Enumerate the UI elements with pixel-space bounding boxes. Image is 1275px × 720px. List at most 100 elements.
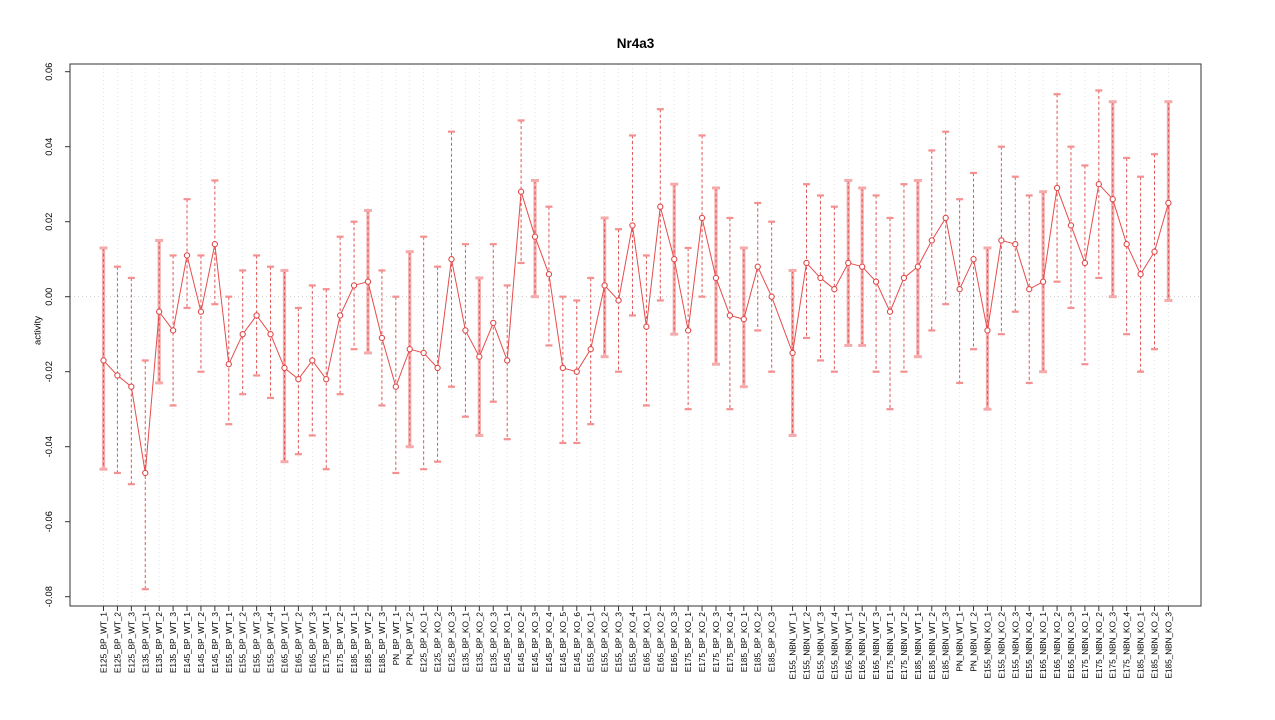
data-point (156, 308, 163, 315)
data-point (684, 327, 692, 334)
x-tick-label: E165_BP_KO_1 (642, 612, 651, 673)
y-tick-label: -0.04 (44, 436, 54, 457)
data-point (859, 263, 866, 270)
x-tick-label: E135_BP_KO_1 (461, 612, 470, 673)
plot-border (69, 63, 1202, 607)
data-point (984, 327, 991, 334)
data-point (886, 308, 894, 315)
data-point (817, 274, 824, 282)
x-tick-label: E145_BP_KO_4 (545, 612, 554, 673)
x-tick-label: E145_BP_WT_3 (211, 612, 220, 673)
x-tick-label: E175_BP_KO_4 (726, 612, 735, 673)
data-point (768, 293, 775, 300)
x-tick-label: E155_BP_KO_1 (587, 612, 596, 673)
data-point (1137, 271, 1144, 278)
x-tick-label: E185_BP_WT_2 (364, 612, 373, 673)
data-point (601, 282, 608, 289)
x-tick-label: E165_BP_WT_2 (294, 612, 303, 673)
x-tick-label: E125_BP_WT_1 (100, 612, 109, 673)
x-tick-label: E155_BP_KO_4 (628, 612, 637, 673)
x-tick-label: E185_NBN_WT_1 (914, 612, 923, 680)
x-tick-label: E185_NBN_KO_1 (1137, 612, 1146, 679)
data-point (169, 327, 177, 334)
x-tick-label: E125_BP_KO_2 (434, 612, 443, 673)
y-tick-label: -0.08 (44, 586, 54, 607)
x-tick-label: PN_BP_WT_2 (406, 612, 415, 666)
data-point (942, 214, 949, 222)
x-tick-label: E135_BP_WT_2 (155, 612, 164, 673)
x-tick-label: E135_BP_WT_1 (141, 612, 150, 673)
x-tick-label: PN_NBN_WT_1 (956, 612, 965, 672)
data-point (1151, 248, 1158, 255)
data-point (671, 256, 678, 263)
data-point (253, 312, 260, 319)
x-tick-label: PN_NBN_WT_2 (970, 612, 979, 672)
x-tick-label: E175_NBN_WT_2 (900, 612, 909, 680)
x-tick-label: E175_NBN_KO_3 (1109, 612, 1118, 679)
data-point (197, 308, 205, 315)
data-point (128, 383, 135, 390)
x-tick-label: E185_NBN_KO_2 (1151, 612, 1160, 679)
x-tick-label: E145_BP_WT_2 (197, 612, 206, 673)
data-point (629, 222, 636, 229)
x-tick-label: E155_BP_WT_1 (225, 612, 234, 673)
data-point (1109, 196, 1116, 203)
x-tick-label: E175_NBN_KO_1 (1081, 612, 1090, 679)
data-point (448, 256, 455, 263)
data-point (211, 241, 219, 248)
data-point (726, 312, 734, 319)
x-tick-label: E175_BP_KO_1 (684, 612, 693, 673)
data-point (587, 346, 594, 353)
x-tick-label: E135_BP_WT_3 (169, 612, 178, 673)
x-tick-label: E155_NBN_KO_1 (983, 612, 992, 679)
y-tick-label: 0.00 (44, 288, 54, 306)
data-point (970, 256, 977, 263)
data-point (490, 319, 497, 327)
data-point (928, 237, 935, 244)
x-tick-label: E145_BP_KO_5 (559, 612, 568, 673)
x-tick-label: E165_NBN_KO_1 (1039, 612, 1048, 679)
data-point (914, 263, 922, 270)
x-tick-label: E165_NBN_WT_2 (858, 612, 867, 680)
data-point (183, 252, 191, 259)
x-tick-label: E185_NBN_WT_2 (928, 612, 937, 680)
data-point (420, 349, 427, 357)
data-point (900, 274, 908, 282)
data-point (142, 469, 149, 477)
data-point (1026, 286, 1033, 293)
data-point (1067, 222, 1075, 229)
data-point (1095, 181, 1102, 188)
x-tick-label: E175_NBN_KO_4 (1123, 612, 1132, 679)
x-tick-label: E185_BP_WT_3 (378, 612, 387, 673)
data-point (364, 278, 372, 285)
data-point (559, 364, 567, 372)
data-point (392, 383, 399, 390)
x-tick-label: E155_NBN_KO_3 (1011, 612, 1020, 679)
x-tick-label: E155_NBN_WT_4 (830, 612, 839, 680)
y-tick-label: -0.02 (44, 361, 54, 382)
data-point (476, 353, 483, 360)
x-tick-label: E155_BP_KO_2 (601, 612, 610, 673)
data-point (740, 316, 747, 323)
x-tick-label: E165_BP_WT_1 (280, 612, 289, 673)
data-point (1053, 184, 1061, 192)
x-tick-label: E155_BP_WT_4 (267, 612, 276, 673)
x-tick-label: PN_BP_WT_1 (392, 612, 401, 666)
data-point (1081, 259, 1089, 267)
data-point (698, 214, 706, 222)
data-point (1039, 278, 1047, 285)
data-point (295, 376, 302, 383)
data-point (309, 357, 316, 364)
data-point (789, 349, 796, 357)
data-point (225, 361, 232, 368)
data-point (462, 327, 469, 334)
x-tick-label: E155_NBN_WT_2 (803, 612, 812, 680)
data-point (615, 297, 622, 304)
x-tick-label: E125_BP_WT_3 (127, 612, 136, 673)
x-tick-label: E175_NBN_KO_2 (1095, 612, 1104, 679)
x-tick-label: E175_BP_WT_1 (322, 612, 331, 673)
data-point (350, 282, 358, 289)
data-point (239, 331, 246, 338)
